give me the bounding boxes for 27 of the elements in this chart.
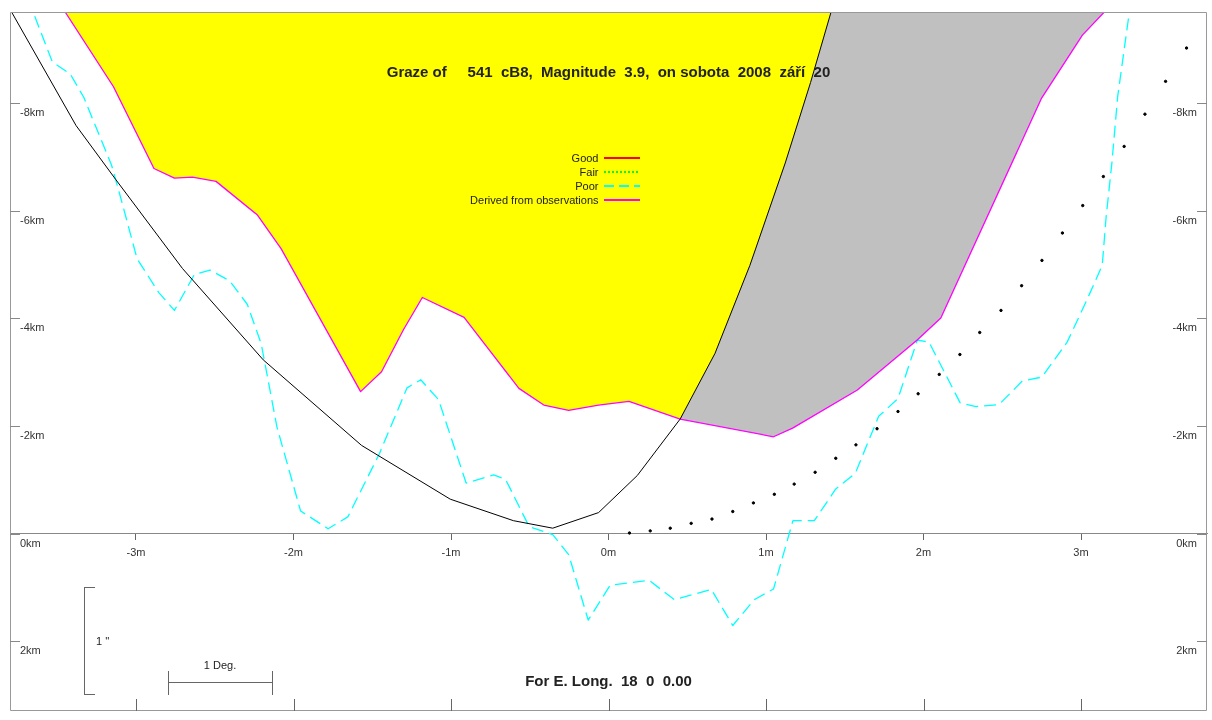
x-tick-label: 1m bbox=[758, 545, 774, 558]
y-tick-label: -2km bbox=[20, 428, 45, 441]
y2-tick-label: -4km bbox=[1172, 320, 1197, 333]
legend-label: Poor bbox=[575, 179, 599, 193]
legend-label: Derived from observations bbox=[470, 193, 599, 207]
y-tick-label: 2km bbox=[20, 643, 41, 656]
x-tick-label: -1m bbox=[441, 545, 461, 558]
x-tick-label: -3m bbox=[126, 545, 146, 558]
legend-label: Fair bbox=[579, 165, 599, 179]
annotation: 1 Deg. bbox=[203, 659, 237, 672]
annotation: For E. Long. 18 0 0.00 bbox=[525, 672, 692, 690]
y2-tick-label: -8km bbox=[1172, 105, 1197, 118]
text: Graze of 541 cB8, Magnitude 3.9, on sobota 2008 září 20 bbox=[386, 63, 831, 81]
y-tick-label: -8km bbox=[20, 105, 45, 118]
x-tick-label: 0m bbox=[600, 545, 617, 558]
x-tick-label: 2m bbox=[915, 545, 932, 558]
x-tick-label: -2m bbox=[284, 545, 303, 558]
y2-tick-label: 0km bbox=[1176, 536, 1197, 549]
y-tick-label: -4km bbox=[20, 320, 45, 333]
y2-tick-label: -2km bbox=[1172, 428, 1197, 441]
legend-label: Good bbox=[571, 151, 599, 165]
annotation: 1 '' bbox=[96, 635, 110, 648]
y2-tick-label: 2km bbox=[1176, 643, 1197, 656]
y-tick-label: 0km bbox=[20, 536, 41, 549]
x-tick-label: 3m bbox=[1073, 545, 1089, 558]
y-tick-label: -6km bbox=[20, 213, 45, 226]
y2-tick-label: -6km bbox=[1172, 213, 1197, 226]
